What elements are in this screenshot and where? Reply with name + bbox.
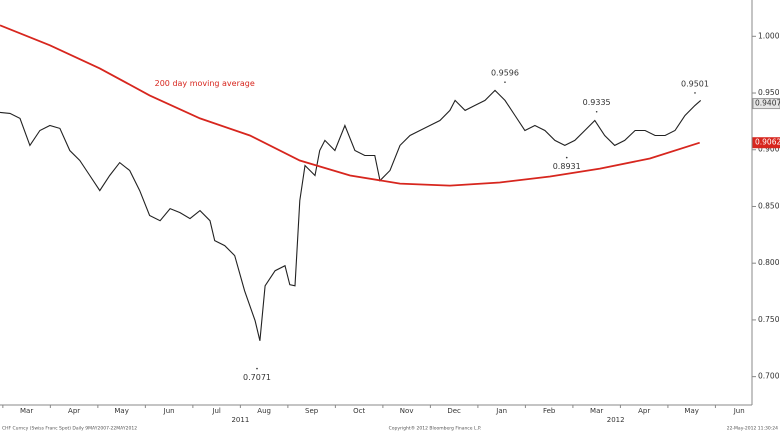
last-value-label: 0.9407	[755, 99, 780, 108]
annotation-point	[694, 92, 696, 94]
x-tick-label: May	[684, 407, 698, 415]
x-tick-label: Apr	[638, 407, 650, 415]
series-label: 200 day moving average	[155, 79, 255, 88]
annotation-label: 0.9335	[583, 98, 611, 107]
year-label: 2011	[231, 416, 249, 424]
last-value-tag	[752, 137, 780, 149]
last-value-tag	[752, 98, 780, 110]
x-tick-label: Mar	[590, 407, 603, 415]
x-tick-label: Dec	[447, 407, 461, 415]
x-tick-label: Aug	[257, 407, 271, 415]
x-tick-label: Nov	[400, 407, 414, 415]
x-tick-label: Jul	[211, 407, 221, 415]
annotation-point	[256, 367, 258, 370]
annotation-label: 0.7071	[243, 373, 271, 382]
x-tick-label: Jan	[495, 407, 507, 415]
annotation-label: 0.8931	[553, 162, 581, 171]
x-tick-label: May	[114, 407, 128, 415]
footer-timestamp: 22-May-2012 11:30:24	[727, 426, 778, 432]
x-tick-label: Sep	[305, 407, 319, 415]
year-label: 2012	[607, 416, 625, 424]
x-tick-label: Jun	[163, 407, 175, 415]
footer-source: CHF Curncy (Swiss Franc Spot) Daily 9MAY…	[2, 426, 137, 432]
annotation-label: 0.9596	[491, 69, 519, 78]
x-tick-label: Oct	[353, 407, 365, 415]
annotation-point	[595, 110, 598, 113]
x-tick-label: Mar	[20, 407, 33, 415]
footer-copyright: Copyright® 2012 Bloomberg Finance L.P.	[389, 425, 482, 432]
x-tick-label: Jun	[733, 407, 745, 415]
x-tick-label: Apr	[68, 407, 80, 415]
annotation-point	[504, 81, 506, 83]
moving-average-line	[0, 24, 700, 187]
annotation-label: 0.9501	[681, 79, 709, 88]
y-tick-label: 0.7000	[758, 372, 780, 381]
x-tick-label: Feb	[543, 407, 556, 415]
annotation-point	[565, 156, 568, 159]
last-value-label: 0.9062	[755, 138, 780, 147]
price-line	[0, 89, 702, 341]
